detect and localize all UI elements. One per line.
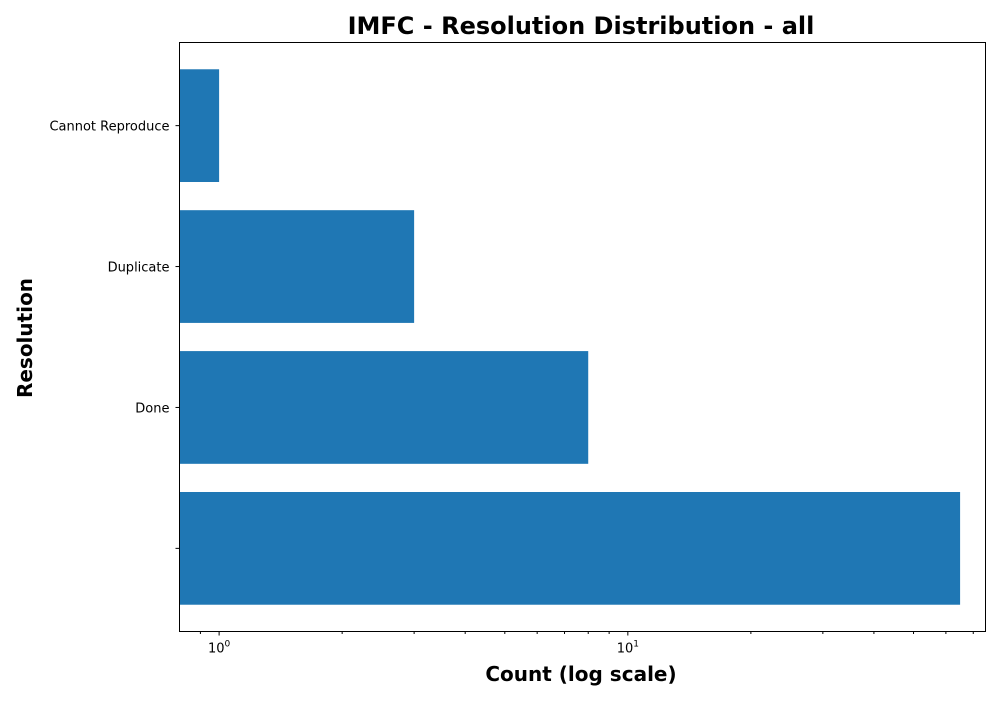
bar-cannot-reproduce (180, 69, 220, 182)
y-axis-label: Resolution (13, 278, 37, 398)
x-tick-label: 100 (208, 640, 231, 657)
y-tick-label: Cannot Reproduce (49, 120, 169, 135)
bars-layer (180, 69, 961, 604)
chart-title: IMFC - Resolution Distribution - all (348, 12, 815, 40)
bar-duplicate (180, 210, 415, 323)
y-tick-label: Duplicate (108, 261, 170, 276)
bar-done (180, 351, 589, 464)
bar-unlabeled (180, 492, 961, 605)
x-axis-label: Count (log scale) (485, 662, 676, 686)
y-tick-label: Done (135, 401, 169, 416)
x-tick-label: 101 (617, 640, 639, 657)
